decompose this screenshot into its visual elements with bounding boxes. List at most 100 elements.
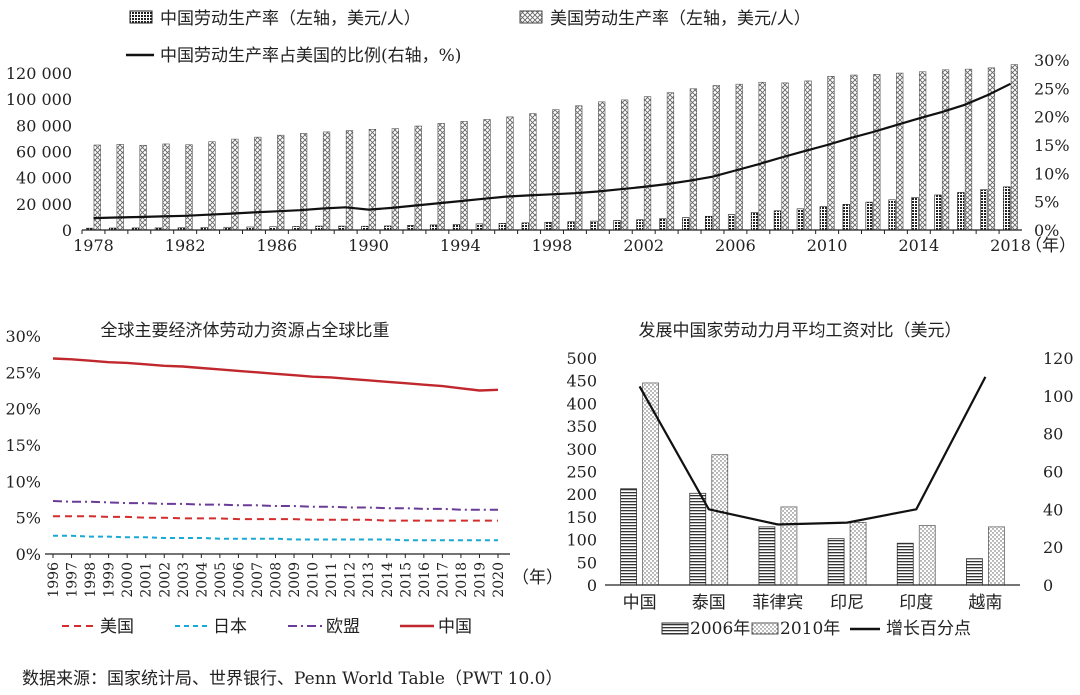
c3-y-right-tick-label: 40 [1043,500,1063,519]
c1-bar-china [1003,186,1011,231]
c3-bar-2006 [758,526,776,586]
c2-x-tick-label: 2013 [361,562,377,598]
c2-x-tick-label: 2003 [176,562,192,598]
c3-bar-2010 [849,521,867,586]
c1-y-right-tick-label: 0% [1034,221,1059,240]
c1-y-left-ticks: 0 20 000 40 000 60 000 80 000 100 000 120 000 [6,64,72,240]
legend-2010-label: 2010年 [780,619,840,639]
c1-bar-china [773,210,782,231]
c2-x-tick-label: 2015 [398,562,414,598]
c2-x-tick-label: 2014 [380,562,396,598]
c1-bar-us [506,116,514,231]
c2-y-tick-label: 10% [5,472,41,491]
c1-y-right-tick-label: 20% [1034,108,1070,127]
c1-y-right-tick-label: 10% [1034,164,1070,183]
c1-bar-us [941,69,950,231]
c2-x-tick-label: 2012 [343,562,359,598]
c3-y-right-tick-label: 60 [1043,463,1063,482]
c1-y-left-tick-label: 60 000 [16,143,72,162]
c2-x-tick-label: 2002 [157,562,173,598]
c1-bar-us [804,80,812,231]
c1-x-tick-label: 2002 [623,236,664,255]
c2-x-tick-label: 2004 [194,562,210,598]
c1-bar-us [758,81,766,231]
c2-x-tick-label: 2008 [269,562,285,598]
c3-category-label: 印尼 [830,593,864,613]
c2-x-tick-label: 2000 [120,562,136,598]
c1-x-tick-label: 2018 [990,236,1031,255]
c1-bar-china [957,192,965,231]
legend-growth-label: 增长百分点 [886,619,971,639]
c1-bar-china [750,212,759,231]
c2-x-tick-label: 2009 [287,562,303,598]
c1-bar-china [384,225,392,231]
c1-bar-china [636,219,644,231]
c2-y-ticks: 0% 5% 10% 15% 20% 25% 30% [5,327,41,564]
c3-y-right-tick-label: 120 [1043,349,1074,368]
c3-bar-2010 [988,526,1005,586]
figure: 中国劳动生产率（左轴，美元/人） 美国劳动生产率（左轴，美元/人） 中国劳动生产… [5,9,1076,639]
c2-legend: 美国 日本 欧盟 中国 [62,617,472,637]
c2-x-tick-label: 2005 [213,562,229,598]
c1-bar-us [643,96,652,231]
c2-x-tick-label: 1999 [102,562,118,598]
c1-bar-china [911,197,919,231]
c1-x-unit: （年） [1025,236,1076,256]
c3-category-label: 越南 [968,593,1002,613]
c1-bar-china [819,206,827,231]
c3-category-label: 菲律宾 [752,593,803,613]
c1-bar-us [1010,64,1018,231]
c2-y-tick-label: 30% [5,327,41,346]
c1-y-right-tick-label: 5% [1034,193,1059,212]
c2-y-tick-label: 25% [5,363,41,382]
c1-bar-us [919,71,927,231]
c3-bar-2006 [689,492,707,586]
c3-y-left-tick-label: 200 [566,485,597,504]
c3-category-label: 泰国 [692,593,726,613]
c1-bar-china [682,217,690,231]
c1-y-left-tick-label: 20 000 [16,195,72,214]
c1-bar-us [964,68,973,231]
c1-x-tick-label: 1986 [257,236,298,255]
c2-x-tick-label: 2020 [491,562,507,598]
c1-x-tick-label: 1994 [440,236,481,255]
c1-y-left-tick-label: 40 000 [16,169,72,188]
c3-y-left-tick-label: 500 [566,349,597,368]
c1-bar-us [368,129,377,231]
c3-y-left-tick-label: 0 [587,576,597,595]
c3-bar-2006 [896,542,914,586]
c1-bar-us [460,121,468,231]
c2-y-tick-label: 0% [16,545,41,564]
c2-x-ticks: 1996 1997 1998 1999 2000 2001 2002 2003 2004 2005… [46,554,507,598]
c3-y-left-tick-label: 150 [566,508,597,527]
c1-bar-china [934,194,942,231]
source-note: 数据来源：国家统计局、世界银行、Penn World Table（PWT 10.… [22,669,563,689]
c1-bar-china [590,220,598,231]
c1-bar-china [888,199,896,231]
c2-series-line [53,534,498,542]
c1-bar-us [575,105,583,231]
c3-y-right-tick-label: 20 [1043,538,1063,557]
c1-bar-us [735,83,743,231]
c1-bar-china [521,222,529,231]
c1-bar-china [796,208,804,231]
c1-bars [86,64,1018,231]
c1-x-tick-label: 1990 [348,236,389,255]
c2-x-tick-label: 2017 [435,562,451,598]
c1-y-left-tick-label: 100 000 [6,90,72,109]
c3-y-right-tick-label: 100 [1043,387,1074,406]
c2-series-line [52,357,499,392]
c1-bar-us [277,134,285,231]
c3-y-left-tick-label: 250 [566,463,597,482]
c3-y-left-tick-label: 350 [566,417,597,436]
c2-x-tick-label: 2011 [324,562,340,598]
c2-x-unit: （年） [512,568,563,588]
c2-x-tick-label: 2019 [472,562,488,598]
c1-y-right-tick-label: 30% [1034,51,1070,70]
c1-bar-us [850,74,858,231]
c1-bar-china [865,201,873,231]
c1-bar-china [727,214,736,231]
c1-bar-us [300,133,308,231]
c3-y-left-ticks: 0 50 100 150 200 250 300 350 400 450 500 [566,349,597,595]
c1-bar-us [529,113,537,231]
